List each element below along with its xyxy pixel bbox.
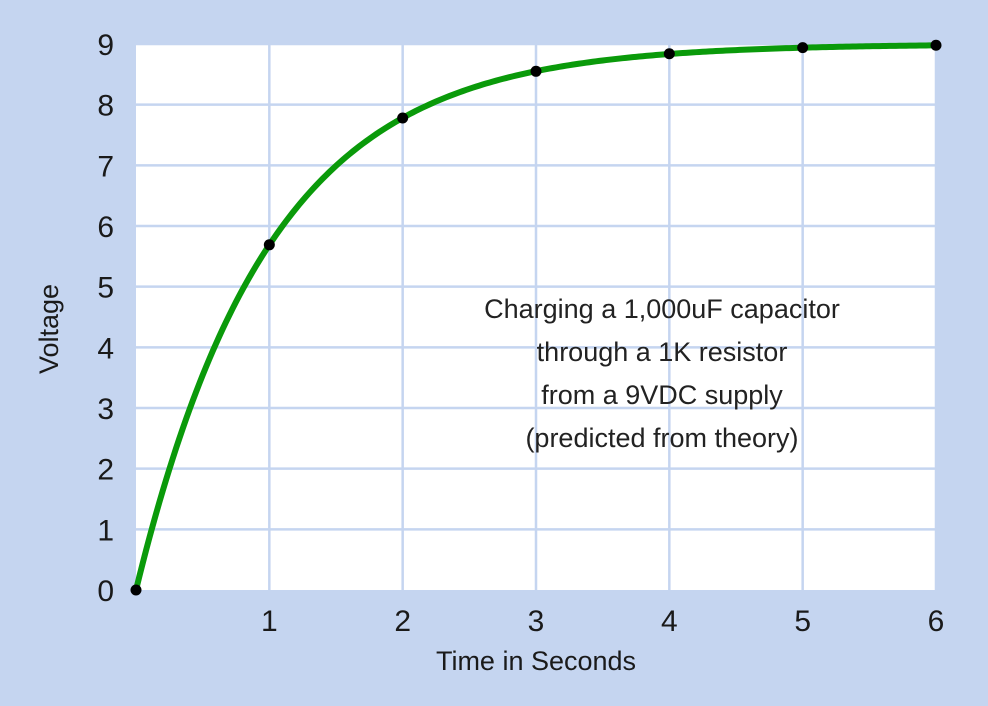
grid bbox=[136, 42, 938, 590]
annotation-line-3: from a 9VDC supply bbox=[541, 380, 783, 410]
y-tick-label-1: 1 bbox=[97, 514, 114, 547]
data-point-t0 bbox=[130, 584, 142, 596]
y-tick-label-3: 3 bbox=[97, 393, 114, 426]
y-tick-label-4: 4 bbox=[97, 332, 114, 365]
data-point-t6 bbox=[930, 39, 942, 51]
y-tick-label-8: 8 bbox=[97, 90, 114, 123]
data-point-t1 bbox=[263, 239, 275, 251]
data-point-t4 bbox=[663, 48, 675, 60]
y-tick-label-6: 6 bbox=[97, 211, 114, 244]
x-tick-label-3: 3 bbox=[528, 605, 545, 638]
x-tick-label-2: 2 bbox=[394, 605, 411, 638]
annotation-line-4: (predicted from theory) bbox=[525, 423, 798, 453]
y-tick-labels: 0 1 2 3 4 5 6 7 8 9 bbox=[97, 29, 114, 608]
y-tick-label-2: 2 bbox=[97, 454, 114, 487]
x-axis-label: Time in Seconds bbox=[436, 646, 636, 676]
annotation-line-2: through a 1K resistor bbox=[537, 337, 788, 367]
y-tick-label-7: 7 bbox=[97, 150, 114, 183]
y-tick-label-5: 5 bbox=[97, 272, 114, 305]
y-axis-label: Voltage bbox=[34, 284, 64, 374]
x-tick-label-5: 5 bbox=[794, 605, 811, 638]
data-point-t5 bbox=[797, 42, 809, 54]
data-point-t3 bbox=[530, 65, 542, 77]
x-tick-labels: 1 2 3 4 5 6 bbox=[261, 605, 944, 638]
annotation-line-1: Charging a 1,000uF capacitor bbox=[484, 294, 840, 324]
data-point-t2 bbox=[397, 112, 409, 124]
data-points bbox=[130, 39, 942, 596]
y-tick-label-9: 9 bbox=[97, 29, 114, 62]
y-tick-label-0: 0 bbox=[97, 575, 114, 608]
x-tick-label-4: 4 bbox=[661, 605, 678, 638]
x-tick-label-6: 6 bbox=[928, 605, 945, 638]
x-tick-label-1: 1 bbox=[261, 605, 278, 638]
annotation-text: Charging a 1,000uF capacitor through a 1… bbox=[484, 294, 840, 453]
